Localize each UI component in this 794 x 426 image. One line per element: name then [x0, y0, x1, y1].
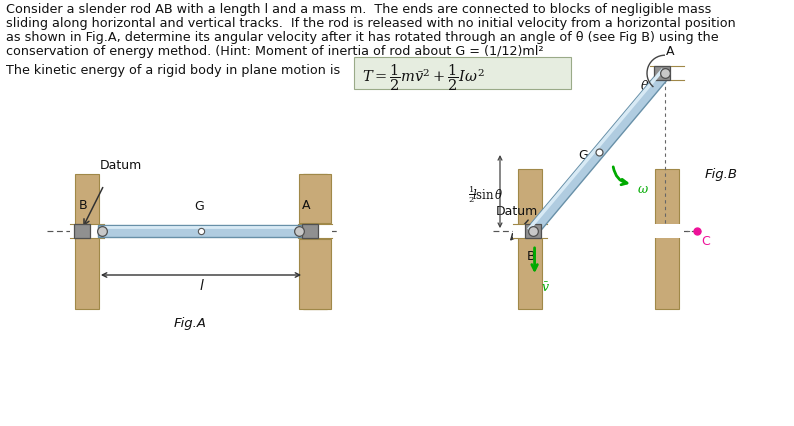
Text: $l\sin\theta$: $l\sin\theta$ [472, 187, 504, 201]
Polygon shape [98, 225, 304, 237]
Bar [525, 225, 541, 239]
Bar [75, 175, 99, 309]
Text: $\bar{v}$: $\bar{v}$ [541, 281, 549, 295]
Text: Fig.B: Fig.B [705, 168, 738, 181]
Text: A: A [302, 199, 310, 211]
Text: $\omega$: $\omega$ [637, 182, 649, 195]
Text: Consider a slender rod AB with a length l and a mass m.  The ends are connected : Consider a slender rod AB with a length … [6, 3, 711, 16]
Bar [299, 239, 331, 309]
Bar [518, 225, 542, 239]
Text: sliding along horizontal and vertical tracks.  If the rod is released with no in: sliding along horizontal and vertical tr… [6, 17, 736, 30]
Text: Datum: Datum [100, 158, 142, 172]
Text: G: G [194, 199, 204, 213]
Text: $\theta$: $\theta$ [640, 79, 649, 93]
Bar [518, 170, 542, 309]
Polygon shape [528, 70, 669, 235]
Bar [74, 225, 90, 239]
Text: The kinetic energy of a rigid body in plane motion is: The kinetic energy of a rigid body in pl… [6, 64, 341, 77]
Text: A: A [665, 45, 674, 58]
Text: C: C [701, 234, 710, 248]
Bar [303, 175, 327, 309]
Text: $T = \dfrac{1}{2}m\bar{v}^2 + \dfrac{1}{2}I\omega^2$: $T = \dfrac{1}{2}m\bar{v}^2 + \dfrac{1}{… [362, 62, 484, 92]
Bar [303, 175, 327, 309]
Text: conservation of energy method. (Hint: Moment of inertia of rod about G = (1/12)m: conservation of energy method. (Hint: Mo… [6, 45, 544, 58]
Text: l: l [199, 278, 203, 292]
Bar [650, 67, 684, 81]
Bar [654, 67, 670, 81]
Text: Datum: Datum [496, 204, 538, 218]
Text: B: B [526, 249, 535, 262]
Text: B: B [79, 199, 87, 211]
Bar [302, 225, 318, 239]
Bar [299, 175, 331, 224]
Text: as shown in Fig.A, determine its angular velocity after it has rotated through a: as shown in Fig.A, determine its angular… [6, 31, 719, 44]
FancyBboxPatch shape [354, 58, 571, 90]
Bar [655, 170, 679, 309]
Text: G: G [578, 148, 588, 161]
Bar [298, 225, 332, 239]
Bar [513, 225, 684, 239]
Text: $\frac{1}{2}$: $\frac{1}{2}$ [468, 183, 476, 205]
Text: Fig.A: Fig.A [174, 316, 206, 329]
Bar [70, 225, 104, 239]
